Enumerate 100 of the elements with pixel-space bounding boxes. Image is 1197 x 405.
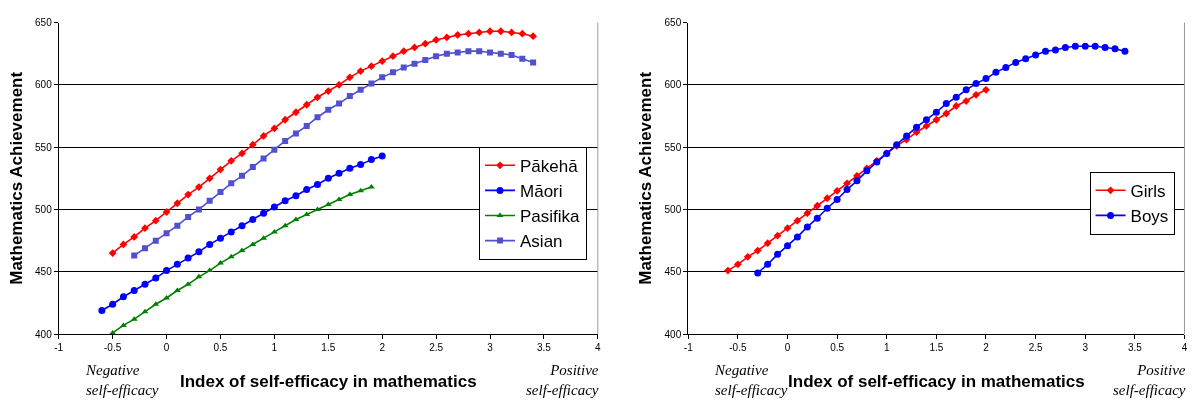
y-axis-title: Mathematics Achievement [636, 71, 656, 285]
point [1091, 42, 1099, 50]
point [303, 122, 310, 129]
point [163, 267, 171, 275]
point [131, 252, 138, 259]
legend-label: Pākehā [520, 156, 579, 176]
point [465, 48, 472, 55]
point [793, 233, 801, 241]
point [324, 87, 333, 95]
x-tick-label: 0 [784, 342, 791, 354]
point [238, 149, 246, 158]
point [530, 59, 537, 66]
point [942, 109, 951, 118]
y-tick-label: 550 [35, 141, 53, 153]
point [784, 242, 791, 250]
point [227, 228, 235, 236]
point [98, 306, 106, 314]
x-tick-label: -1 [683, 342, 694, 354]
point [763, 239, 772, 248]
point [803, 209, 812, 218]
point [292, 108, 300, 117]
point [302, 100, 311, 109]
legend-label: Pasifika [520, 207, 581, 227]
point [367, 156, 375, 164]
y-tick-label: 400 [35, 328, 53, 340]
legend-label: Girls [1130, 181, 1166, 201]
point [249, 215, 257, 223]
point [464, 29, 473, 38]
x-tick-label: 1.5 [929, 342, 944, 354]
point [173, 199, 182, 208]
point [206, 267, 214, 273]
point [346, 164, 354, 172]
point [962, 97, 971, 105]
point [217, 189, 224, 196]
point [335, 196, 343, 202]
y-tick-label: 450 [35, 266, 53, 278]
point [259, 132, 268, 140]
x-tick-label: 0.5 [213, 342, 228, 354]
text: Positive self-efficacy [1113, 362, 1186, 398]
point [733, 260, 742, 269]
point [972, 80, 980, 88]
point [367, 62, 376, 71]
point [432, 36, 440, 44]
point [345, 73, 354, 82]
point [119, 293, 127, 301]
point [346, 191, 354, 197]
text: Negative self-efficacy [85, 362, 159, 398]
point [379, 74, 386, 81]
point [529, 32, 538, 41]
point [922, 122, 931, 130]
point [433, 53, 440, 60]
point [292, 192, 300, 200]
y-tick-label: 500 [35, 203, 53, 215]
point [833, 196, 841, 204]
point [109, 300, 117, 308]
point [151, 216, 160, 225]
point [389, 52, 397, 61]
x-tick-label: 2.5 [1028, 342, 1043, 354]
point [942, 100, 950, 108]
point [174, 222, 181, 229]
point [823, 204, 831, 212]
point [108, 249, 117, 258]
point [753, 246, 762, 255]
point [843, 186, 851, 194]
point [378, 152, 386, 160]
point [260, 209, 268, 217]
x-tick-label: 3.5 [536, 342, 552, 354]
point [184, 190, 193, 199]
point [389, 69, 396, 76]
point [248, 140, 257, 149]
y-tick-label: 400 [664, 328, 682, 340]
point [141, 280, 149, 288]
point [443, 50, 450, 57]
point [1012, 58, 1020, 66]
point [357, 86, 364, 93]
point [400, 64, 407, 71]
point [1022, 55, 1030, 63]
point [216, 165, 225, 174]
point [184, 254, 192, 262]
point [303, 186, 311, 194]
point [368, 80, 375, 87]
legend-label: Boys [1130, 207, 1169, 227]
point [119, 240, 128, 249]
point [195, 206, 202, 213]
point [843, 179, 851, 188]
point [487, 49, 493, 56]
point [783, 224, 792, 233]
point [496, 27, 505, 36]
point [992, 68, 1000, 76]
point [335, 169, 343, 177]
point [260, 155, 267, 162]
x-tick-label: 3 [487, 342, 494, 354]
point [972, 90, 980, 99]
point [1111, 45, 1119, 53]
point [313, 93, 322, 102]
point [205, 174, 214, 183]
point [314, 114, 321, 121]
point [141, 245, 148, 252]
point [823, 194, 832, 203]
point [281, 197, 289, 205]
